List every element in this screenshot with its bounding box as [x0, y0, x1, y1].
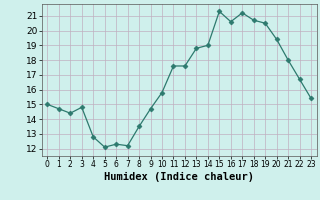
X-axis label: Humidex (Indice chaleur): Humidex (Indice chaleur) [104, 172, 254, 182]
